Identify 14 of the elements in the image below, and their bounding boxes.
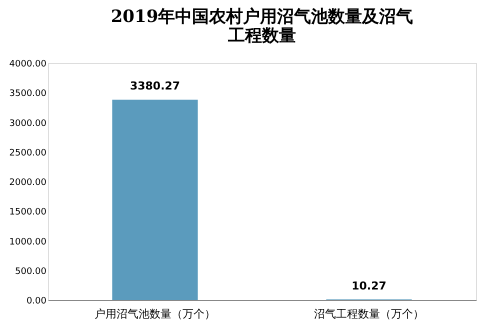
y-tick-label: 4000.00 <box>9 60 47 70</box>
data-label: 3380.27 <box>130 80 180 93</box>
x-tick-label: 户用沼气池数量（万个） <box>94 308 216 320</box>
y-tick-label: 2000.00 <box>9 178 47 188</box>
x-tick-label: 沼气工程数量（万个） <box>314 308 424 320</box>
y-tick-label: 2500.00 <box>9 148 47 158</box>
data-label: 10.27 <box>352 279 386 292</box>
chart-title: 2019年中国农村户用沼气池数量及沼气工程数量 <box>110 7 414 46</box>
y-tick-label: 0.00 <box>26 296 47 306</box>
y-tick-label: 500.00 <box>15 266 47 277</box>
y-tick-label: 3500.00 <box>9 89 47 100</box>
y-tick-label: 3000.00 <box>9 118 47 129</box>
y-tick-label: 1000.00 <box>9 237 47 248</box>
y-tick-label: 1500.00 <box>9 208 47 218</box>
